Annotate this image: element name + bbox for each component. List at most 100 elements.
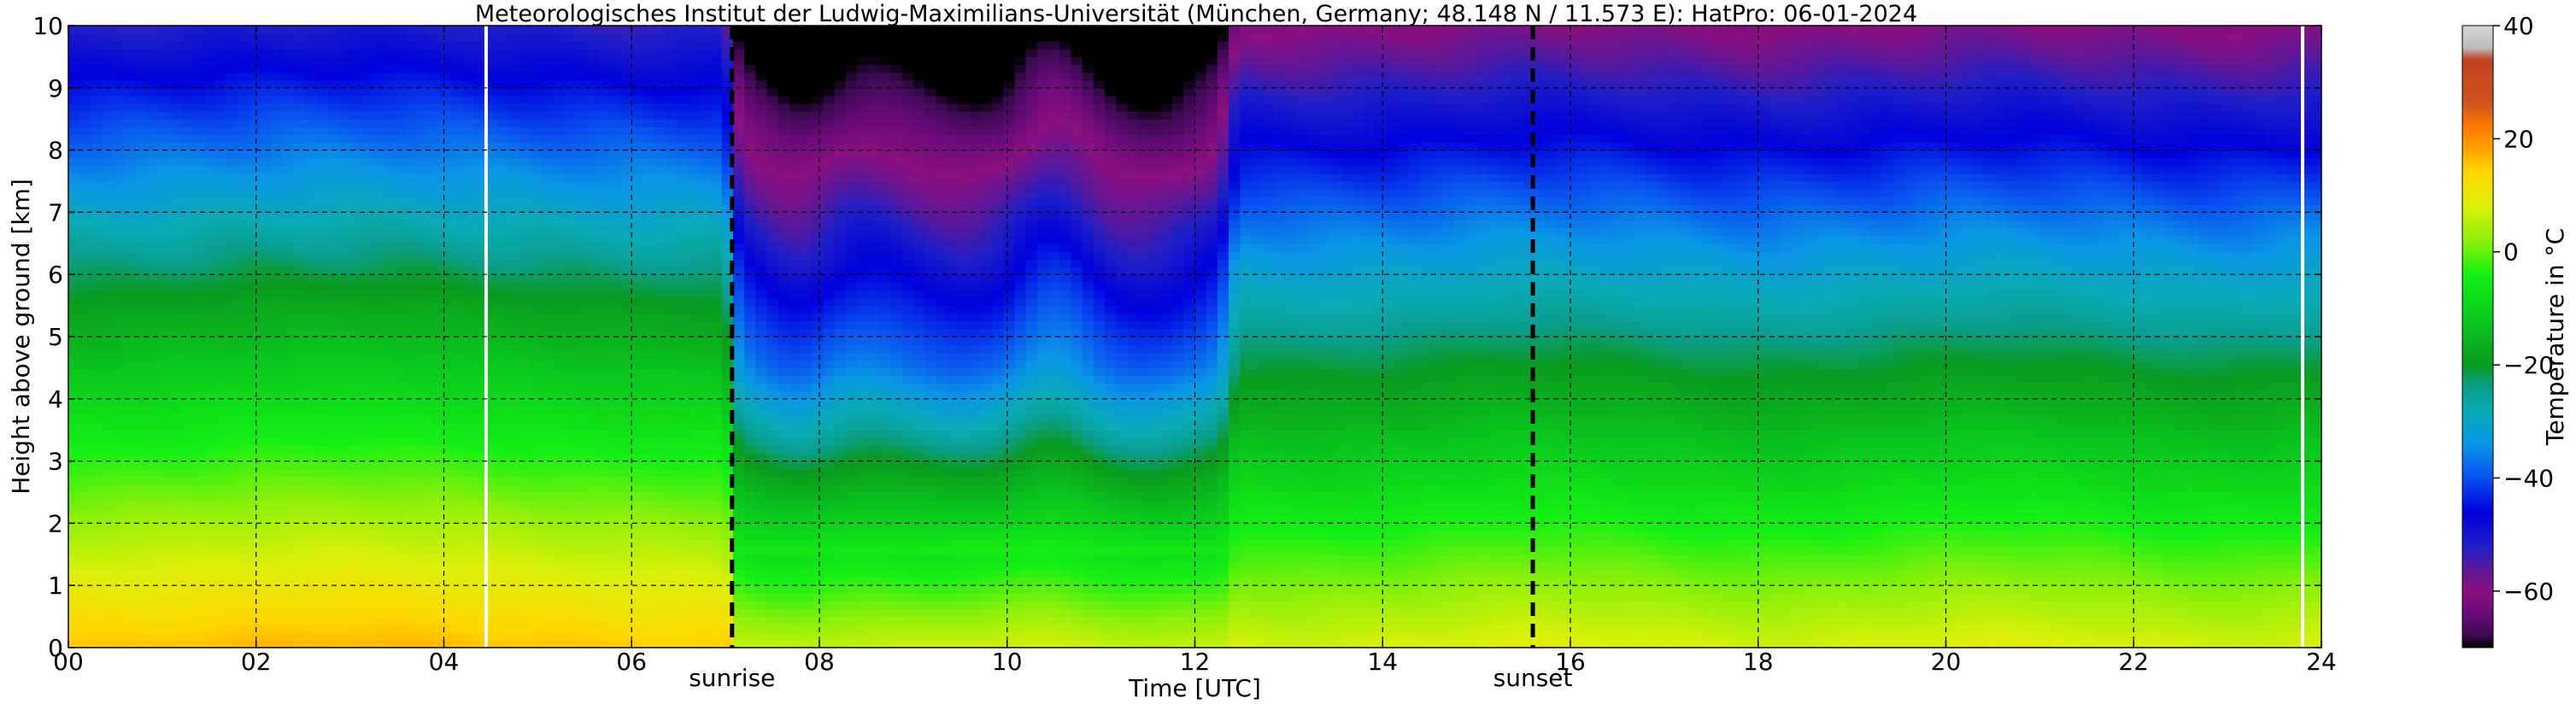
- heatmap-cell: [552, 554, 565, 563]
- heatmap-cell: [710, 639, 723, 648]
- heatmap-cell: [586, 585, 599, 594]
- heatmap-cell: [496, 468, 508, 478]
- heatmap-cell: [373, 197, 384, 205]
- heatmap-cell: [564, 290, 576, 299]
- heatmap-cell: [541, 546, 554, 555]
- heatmap-cell: [68, 189, 80, 197]
- heatmap-cell: [237, 220, 249, 229]
- heatmap-cell: [440, 111, 452, 120]
- heatmap-cell: [699, 398, 712, 408]
- heatmap-cell: [732, 453, 745, 462]
- heatmap-cell: [384, 430, 396, 438]
- heatmap-cell: [282, 639, 295, 648]
- heatmap-cell: [417, 639, 430, 648]
- heatmap-cell: [169, 570, 182, 578]
- heatmap-cell: [428, 72, 441, 81]
- heatmap-cell: [260, 500, 272, 508]
- heatmap-cell: [271, 531, 284, 540]
- heatmap-cell: [586, 570, 599, 578]
- heatmap-cell: [180, 259, 193, 267]
- heatmap-cell: [293, 398, 306, 408]
- heatmap-cell: [755, 290, 768, 299]
- heatmap-cell: [147, 243, 160, 252]
- heatmap-cell: [564, 33, 576, 42]
- heatmap-cell: [620, 515, 632, 524]
- heatmap-cell: [237, 282, 249, 290]
- heatmap-cell: [91, 601, 103, 610]
- heatmap-cell: [192, 515, 204, 524]
- heatmap-cell: [79, 422, 91, 431]
- heatmap-cell: [608, 64, 621, 73]
- heatmap-cell: [665, 624, 678, 633]
- heatmap-cell: [552, 344, 565, 353]
- heatmap-cell: [113, 437, 126, 446]
- heatmap-cell: [586, 320, 599, 330]
- heatmap-cell: [676, 227, 689, 237]
- heatmap-cell: [608, 189, 621, 197]
- heatmap-cell: [180, 492, 193, 501]
- heatmap-cell: [699, 49, 712, 57]
- heatmap-cell: [203, 173, 215, 182]
- heatmap-cell: [496, 507, 508, 516]
- heatmap-cell: [665, 578, 678, 586]
- heatmap-cell: [271, 274, 284, 283]
- heatmap-cell: [102, 593, 114, 601]
- heatmap-cell: [147, 531, 160, 540]
- heatmap-cell: [338, 344, 351, 353]
- heatmap-cell: [620, 33, 632, 42]
- heatmap-cell: [462, 492, 475, 501]
- heatmap-cell: [361, 352, 373, 361]
- heatmap-cell: [338, 150, 351, 159]
- heatmap-cell: [79, 507, 91, 516]
- heatmap-cell: [575, 212, 588, 221]
- heatmap-cell: [620, 142, 632, 151]
- heatmap-cell: [260, 593, 272, 601]
- heatmap-cell: [699, 204, 712, 213]
- heatmap-cell: [428, 181, 441, 190]
- heatmap-cell: [316, 165, 328, 174]
- heatmap-cell: [79, 337, 91, 345]
- heatmap-cell: [755, 538, 768, 548]
- heatmap-cell: [203, 250, 215, 260]
- heatmap-cell: [192, 507, 204, 516]
- heatmap-cell: [643, 360, 655, 368]
- heatmap-cell: [124, 337, 137, 345]
- heatmap-cell: [338, 375, 351, 384]
- heatmap-cell: [710, 313, 723, 322]
- heatmap-cell: [608, 538, 621, 548]
- heatmap-cell: [417, 126, 430, 135]
- heatmap-cell: [417, 430, 430, 438]
- heatmap-cell: [552, 267, 565, 275]
- heatmap-cell: [136, 593, 148, 601]
- heatmap-cell: [102, 585, 114, 594]
- heatmap-cell: [755, 624, 768, 633]
- heatmap-cell: [608, 476, 621, 485]
- heatmap-cell: [316, 523, 328, 532]
- heatmap-cell: [631, 608, 644, 618]
- heatmap-cell: [406, 227, 419, 237]
- heatmap-cell: [643, 142, 655, 151]
- heatmap-cell: [169, 383, 182, 392]
- heatmap-cell: [665, 406, 678, 415]
- heatmap-cell: [214, 453, 227, 462]
- heatmap-cell: [620, 79, 632, 89]
- heatmap-cell: [508, 500, 520, 508]
- heatmap-cell: [226, 165, 238, 174]
- heatmap-cell: [406, 578, 419, 586]
- heatmap-cell: [136, 297, 148, 307]
- heatmap-cell: [384, 49, 396, 57]
- heatmap-cell: [654, 259, 666, 267]
- heatmap-cell: [237, 515, 249, 524]
- heatmap-cell: [564, 259, 576, 267]
- heatmap-cell: [124, 26, 137, 34]
- heatmap-cell: [496, 500, 508, 508]
- heatmap-cell: [721, 320, 734, 330]
- heatmap-cell: [732, 585, 745, 594]
- heatmap-cell: [203, 282, 215, 290]
- heatmap-cell: [361, 212, 373, 221]
- heatmap-cell: [395, 87, 408, 97]
- heatmap-cell: [541, 523, 554, 532]
- heatmap-cell: [395, 500, 408, 508]
- heatmap-cell: [316, 383, 328, 392]
- heatmap-cell: [575, 150, 588, 159]
